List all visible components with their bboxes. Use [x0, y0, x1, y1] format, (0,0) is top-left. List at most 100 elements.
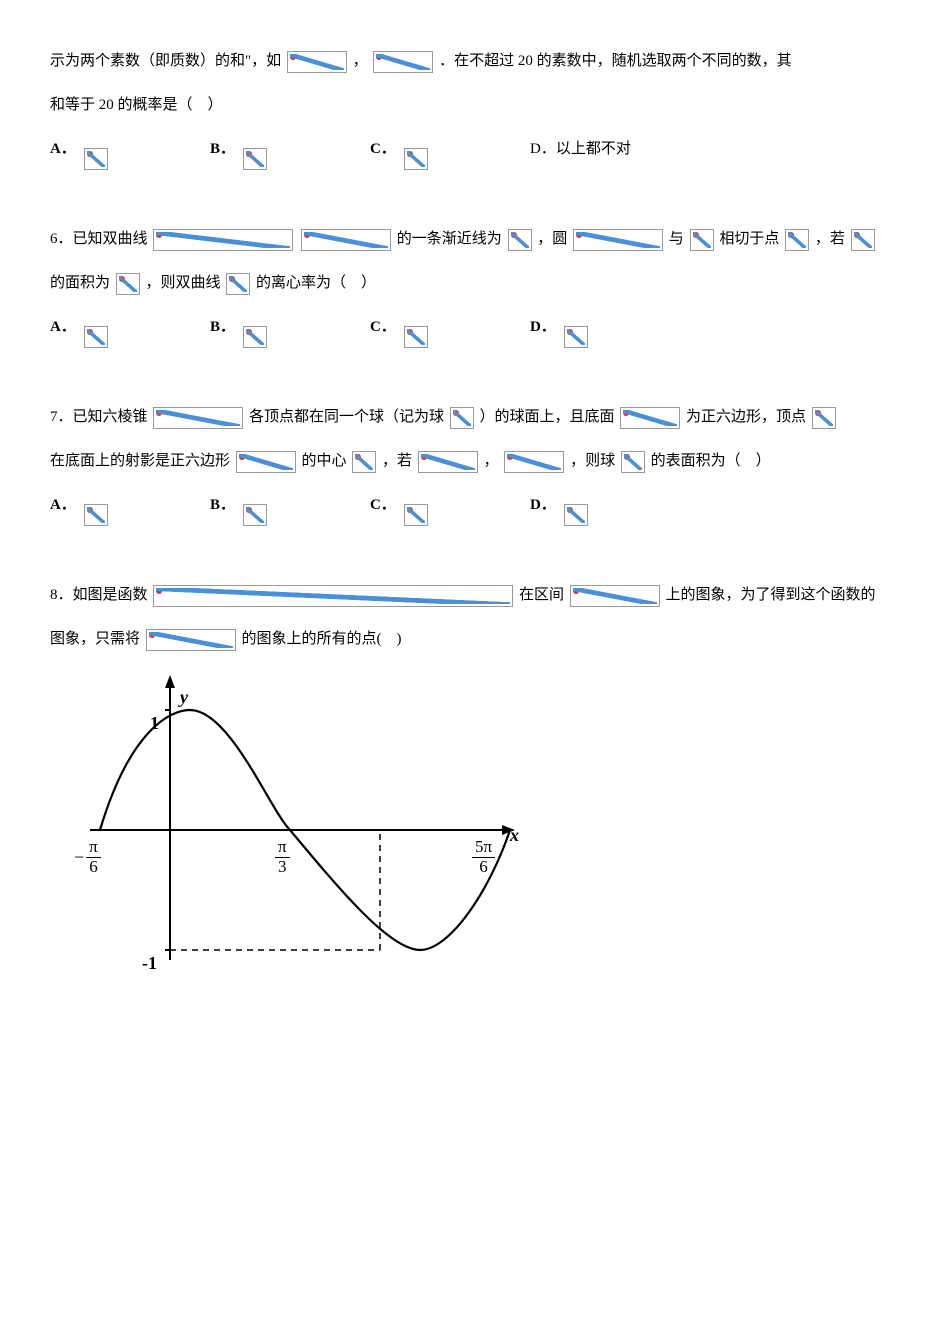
q6-p1: 的一条渐近线为 — [397, 231, 502, 247]
broken-image-icon — [450, 407, 474, 429]
opt-label-b: B． — [210, 306, 235, 348]
broken-image-icon — [620, 407, 680, 429]
opt-label-d: D． — [530, 306, 556, 348]
q5-comma: ， — [353, 53, 368, 69]
x-tick-5pi-6: 5π6 — [472, 838, 495, 891]
broken-image-icon — [84, 326, 108, 348]
q5-text-b: ．在不超过 20 的素数中，随机选取两个不同的数，其 — [439, 53, 792, 69]
q6-options: A． B． C． D． — [50, 306, 900, 348]
q5-opt-c: C． — [370, 128, 530, 170]
broken-image-icon — [785, 229, 809, 251]
broken-image-icon — [301, 229, 391, 251]
broken-image-icon — [236, 451, 296, 473]
q6-opt-c: C． — [370, 306, 530, 348]
broken-image-icon — [404, 504, 428, 526]
q6-p5: ，若 — [815, 231, 845, 247]
q5-line1: 示为两个素数（即质数）的和"，如 ， ．在不超过 20 的素数中，随机选取两个不… — [50, 40, 900, 82]
x-tick-neg-pi-6: −π6 — [74, 838, 101, 891]
y-tick-neg1: -1 — [142, 938, 157, 988]
broken-image-icon — [508, 229, 532, 251]
q5-opt-b: B． — [210, 128, 370, 170]
broken-image-icon — [621, 451, 645, 473]
q7-opt-d: D． — [530, 484, 690, 526]
q7-p1: 各顶点都在同一个球（记为球 — [249, 409, 444, 425]
q8-l2b: 的图象上的所有的点( ) — [242, 631, 402, 647]
q7-l2e: ，则球 — [570, 453, 615, 469]
broken-image-icon — [243, 326, 267, 348]
x-axis-label: x — [510, 810, 519, 860]
q7-line1: 7．已知六棱锥 各顶点都在同一个球（记为球 ）的球面上，且底面 为正六边形，顶点 — [50, 396, 900, 438]
q5-opt-a: A． — [50, 128, 210, 170]
broken-image-icon — [116, 273, 140, 295]
q5-text-a: 示为两个素数（即质数）的和"，如 — [50, 53, 281, 69]
broken-image-icon — [690, 229, 714, 251]
opt-label-b: B． — [210, 128, 235, 170]
opt-label-c: C． — [370, 306, 396, 348]
broken-image-icon — [373, 51, 433, 73]
y-axis-label: y — [180, 672, 188, 722]
broken-image-icon — [153, 229, 293, 251]
broken-image-icon — [153, 407, 243, 429]
q5-l2: 和等于 20 的概率是（ ） — [50, 97, 223, 113]
q7-opt-a: A． — [50, 484, 210, 526]
q7-l2b: 的中心 — [302, 453, 347, 469]
broken-image-icon — [243, 504, 267, 526]
y-tick-1: 1 — [150, 698, 159, 748]
opt-label-a: A． — [50, 306, 76, 348]
broken-image-icon — [851, 229, 875, 251]
broken-image-icon — [404, 148, 428, 170]
q6-p4: 相切于点 — [719, 231, 779, 247]
q7-line2: 在底面上的射影是正六边形 的中心 ，若 ， ，则球 的表面积为（ ） — [50, 440, 900, 482]
broken-image-icon — [812, 407, 836, 429]
q6-l2a: 的面积为 — [50, 275, 110, 291]
q6-l2b: ，则双曲线 — [146, 275, 221, 291]
q8-p1: 在区间 — [519, 587, 564, 603]
q6-opt-d: D． — [530, 306, 690, 348]
broken-image-icon — [570, 585, 660, 607]
q5-line2: 和等于 20 的概率是（ ） — [50, 84, 900, 126]
q7-p3: 为正六边形，顶点 — [686, 409, 806, 425]
opt-label-a: A． — [50, 128, 76, 170]
x-tick-pi-3: π3 — [275, 838, 290, 891]
q8-line1: 8．如图是函数 在区间 上的图象，为了得到这个函数的 — [50, 574, 900, 616]
broken-image-icon — [418, 451, 478, 473]
q7-lead: 7．已知六棱锥 — [50, 409, 148, 425]
broken-image-icon — [564, 504, 588, 526]
q7-l2c: ，若 — [382, 453, 412, 469]
broken-image-icon — [226, 273, 250, 295]
q8-lead: 8．如图是函数 — [50, 587, 148, 603]
opt-label-b: B． — [210, 484, 235, 526]
q8-line2: 图象，只需将 的图象上的所有的点( ) — [50, 618, 900, 660]
q7-opt-c: C． — [370, 484, 530, 526]
opt-label-d: D． — [530, 484, 556, 526]
broken-image-icon — [287, 51, 347, 73]
broken-image-icon — [146, 629, 236, 651]
q6-line2: 的面积为 ，则双曲线 的离心率为（ ） — [50, 262, 900, 304]
q6-lead: 6．已知双曲线 — [50, 231, 148, 247]
q6-line1: 6．已知双曲线 的一条渐近线为 ，圆 与 相切于点 ，若 — [50, 218, 900, 260]
broken-image-icon — [243, 148, 267, 170]
opt-label-c: C． — [370, 484, 396, 526]
q6-p2: ，圆 — [537, 231, 567, 247]
broken-image-icon — [404, 326, 428, 348]
q6-opt-b: B． — [210, 306, 370, 348]
q5-optD-text: D．以上都不对 — [530, 128, 631, 170]
broken-image-icon — [504, 451, 564, 473]
q8-l2a: 图象，只需将 — [50, 631, 140, 647]
q5-opt-d: D．以上都不对 — [530, 128, 790, 170]
q8-p2: 上的图象，为了得到这个函数的 — [666, 587, 876, 603]
broken-image-icon — [352, 451, 376, 473]
broken-image-icon — [564, 326, 588, 348]
q5-options: A． B． C． D．以上都不对 — [50, 128, 900, 170]
q7-l2f: 的表面积为（ ） — [651, 453, 771, 469]
broken-image-icon — [84, 148, 108, 170]
q7-l2a: 在底面上的射影是正六边形 — [50, 453, 230, 469]
opt-label-a: A． — [50, 484, 76, 526]
broken-image-icon — [84, 504, 108, 526]
q6-l2c: 的离心率为（ ） — [256, 275, 376, 291]
broken-image-icon — [573, 229, 663, 251]
q6-p3: 与 — [669, 231, 684, 247]
opt-label-c: C． — [370, 128, 396, 170]
q7-l2d: ， — [484, 453, 499, 469]
q7-opt-b: B． — [210, 484, 370, 526]
